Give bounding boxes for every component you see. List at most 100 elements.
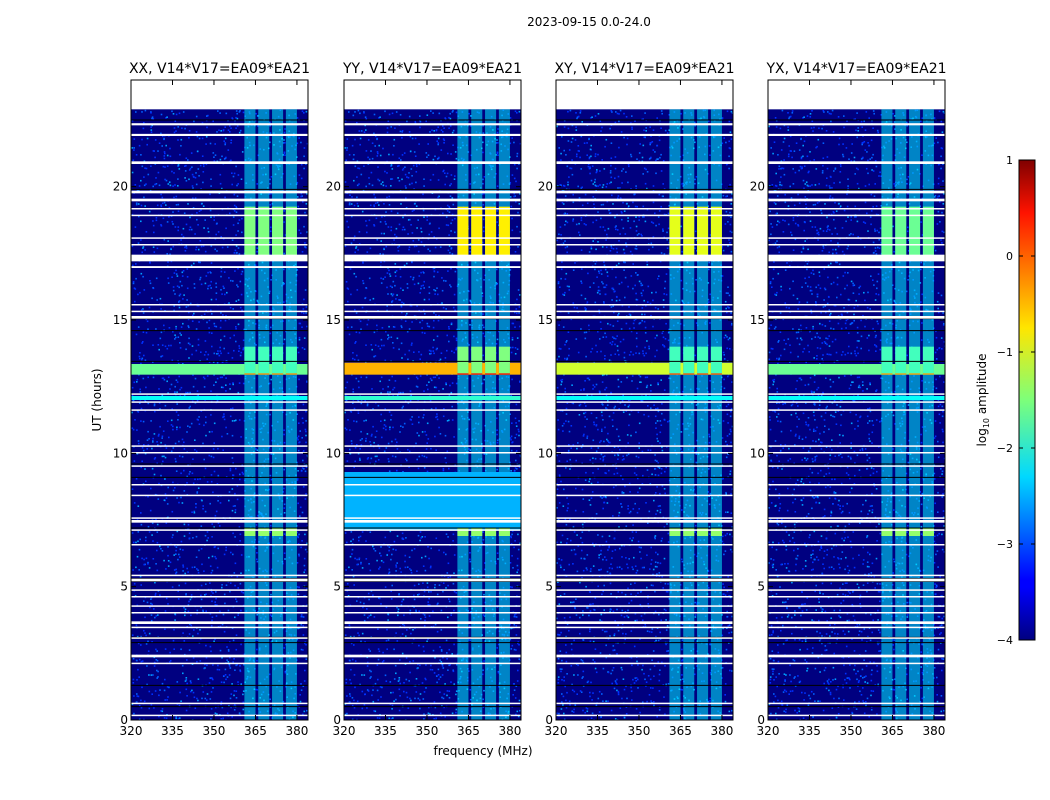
- noise-speck: [145, 183, 147, 185]
- noise-speck: [442, 131, 444, 133]
- noise-speck: [511, 644, 514, 647]
- noise-speck: [300, 648, 303, 651]
- noise-speck: [441, 696, 443, 699]
- noise-speck: [183, 448, 186, 450]
- noise-speck: [147, 640, 149, 643]
- noise-speck: [482, 182, 484, 185]
- noise-speck: [145, 231, 148, 233]
- noise-speck: [427, 154, 430, 156]
- noise-speck: [175, 269, 177, 272]
- noise-speck: [167, 261, 169, 263]
- noise-speck: [398, 180, 401, 182]
- noise-speck: [140, 699, 142, 702]
- noise-speck: [349, 659, 351, 662]
- noise-speck: [450, 322, 453, 324]
- noise-speck: [270, 593, 272, 596]
- noise-speck: [167, 376, 170, 379]
- noise-speck: [283, 507, 286, 509]
- noise-speck: [255, 344, 257, 346]
- noise-speck: [190, 422, 193, 425]
- noise-speck: [305, 441, 307, 444]
- noise-speck: [412, 164, 415, 167]
- noise-speck: [210, 590, 213, 593]
- noise-speck: [185, 593, 187, 596]
- noise-speck: [224, 668, 227, 671]
- noise-speck: [356, 122, 358, 124]
- noise-speck: [225, 156, 227, 159]
- noise-speck: [160, 474, 162, 477]
- noise-speck: [148, 210, 151, 213]
- noise-speck: [358, 231, 361, 233]
- noise-speck: [444, 357, 447, 359]
- noise-speck: [496, 139, 498, 141]
- noise-speck: [296, 346, 299, 349]
- noise-speck: [365, 344, 367, 346]
- noise-speck: [210, 414, 212, 416]
- noise-speck: [428, 325, 431, 328]
- noise-speck: [166, 699, 168, 701]
- noise-speck: [256, 552, 258, 554]
- noise-speck: [344, 181, 347, 183]
- noise-speck: [451, 213, 454, 216]
- noise-speck: [215, 286, 218, 288]
- noise-speck: [385, 211, 387, 213]
- noise-speck: [215, 381, 217, 383]
- noise-speck: [144, 399, 146, 402]
- noise-speck: [372, 594, 374, 596]
- rfi-channel-band: [272, 109, 284, 720]
- noise-speck: [172, 330, 174, 333]
- noise-speck: [433, 339, 435, 341]
- noise-speck: [432, 610, 434, 613]
- noise-speck: [386, 196, 388, 199]
- noise-speck: [202, 181, 204, 184]
- noise-speck: [434, 584, 436, 586]
- noise-speck: [285, 330, 287, 333]
- noise-speck: [351, 548, 354, 551]
- noise-speck: [160, 205, 163, 208]
- noise-speck: [357, 563, 359, 566]
- noise-speck: [176, 497, 178, 499]
- noise-speck: [443, 142, 445, 144]
- noise-speck: [221, 584, 223, 586]
- noise-speck: [443, 139, 446, 142]
- noise-speck: [181, 502, 184, 504]
- noise-speck: [255, 639, 257, 641]
- noise-speck: [421, 431, 424, 433]
- noise-speck: [182, 672, 184, 675]
- noise-speck: [209, 193, 211, 196]
- noise-speck: [354, 460, 356, 463]
- noise-speck: [239, 582, 242, 585]
- noise-speck: [360, 376, 362, 379]
- noise-speck: [203, 227, 205, 229]
- noise-speck: [496, 282, 498, 285]
- noise-speck: [369, 531, 372, 533]
- noise-speck: [159, 425, 161, 428]
- noise-speck: [516, 710, 519, 713]
- noise-speck: [173, 272, 176, 274]
- noise-speck: [396, 640, 399, 642]
- noise-speck: [177, 185, 179, 187]
- noise-speck: [143, 176, 145, 178]
- noise-speck: [495, 154, 498, 156]
- noise-speck: [445, 224, 448, 226]
- noise-speck: [204, 534, 207, 537]
- noise-speck: [185, 180, 188, 182]
- noise-speck: [202, 376, 205, 379]
- noise-speck: [143, 700, 146, 703]
- noise-speck: [208, 556, 210, 559]
- noise-speck: [158, 348, 160, 351]
- noise-speck: [452, 670, 455, 673]
- noise-speck: [174, 487, 176, 489]
- noise-speck: [156, 569, 159, 572]
- noise-speck: [436, 413, 438, 415]
- noise-speck: [360, 430, 362, 433]
- noise-speck: [186, 567, 188, 570]
- noise-speck: [399, 659, 401, 661]
- noise-speck: [269, 141, 271, 144]
- noise-speck: [200, 594, 202, 597]
- noise-speck: [409, 671, 411, 674]
- noise-speck: [349, 635, 352, 638]
- noise-speck: [176, 530, 179, 533]
- noise-speck: [217, 474, 220, 477]
- noise-speck: [141, 686, 143, 689]
